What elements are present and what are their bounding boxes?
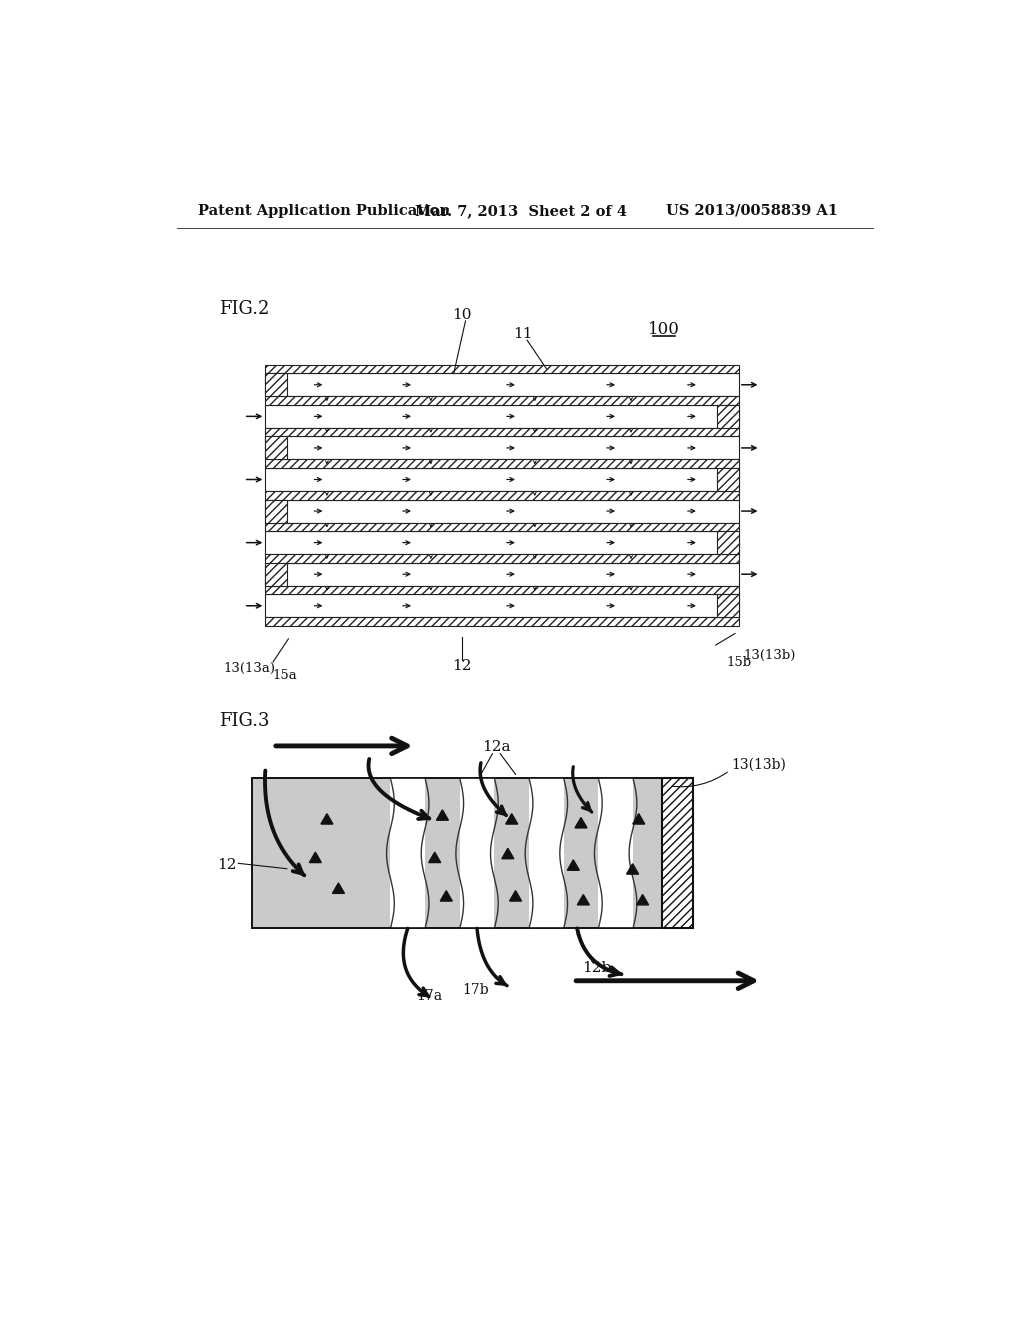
Bar (717, 594, 739, 618)
Text: 13(13b): 13(13b) (743, 648, 796, 661)
Text: 15b: 15b (726, 656, 752, 669)
Bar (717, 469, 739, 491)
Bar (265, 586, 739, 594)
Bar (265, 491, 739, 499)
Bar (598, 779, 633, 928)
Text: 12: 12 (217, 858, 237, 873)
Text: 12a: 12a (482, 741, 511, 755)
Text: 17a: 17a (417, 989, 442, 1003)
Text: 17b: 17b (462, 983, 488, 997)
Bar (265, 523, 739, 531)
Text: FIG.2: FIG.2 (219, 300, 269, 318)
Bar (265, 437, 739, 459)
Text: 12: 12 (452, 659, 471, 673)
Bar (265, 469, 739, 491)
Bar (662, 779, 692, 928)
Text: FIG.3: FIG.3 (219, 711, 269, 730)
Bar (717, 405, 739, 428)
Text: Mar. 7, 2013  Sheet 2 of 4: Mar. 7, 2013 Sheet 2 of 4 (416, 203, 628, 218)
Text: US 2013/0058839 A1: US 2013/0058839 A1 (666, 203, 838, 218)
Bar (390, 779, 425, 928)
Text: 100: 100 (648, 321, 680, 338)
Bar (265, 364, 739, 374)
Bar (265, 428, 739, 437)
Text: 10: 10 (452, 308, 471, 322)
Bar (529, 779, 563, 928)
Text: 13(13a): 13(13a) (224, 661, 275, 675)
Bar (265, 531, 739, 554)
Text: 12b: 12b (582, 961, 611, 975)
Bar (265, 594, 739, 618)
Bar (265, 374, 739, 396)
Bar (265, 618, 739, 626)
Bar (460, 779, 495, 928)
Bar (265, 459, 739, 469)
Text: Patent Application Publication: Patent Application Publication (199, 203, 451, 218)
Bar (265, 374, 287, 396)
Bar (265, 562, 739, 586)
Bar (265, 405, 739, 428)
Bar (265, 499, 739, 523)
Text: 11: 11 (513, 327, 534, 341)
Bar (265, 562, 287, 586)
Bar (265, 554, 739, 562)
Text: 13(13b): 13(13b) (731, 758, 786, 771)
Text: 15a: 15a (272, 669, 297, 682)
Bar (265, 396, 739, 405)
Bar (252, 779, 662, 928)
Bar (717, 531, 739, 554)
Bar (265, 499, 287, 523)
Bar (265, 437, 287, 459)
